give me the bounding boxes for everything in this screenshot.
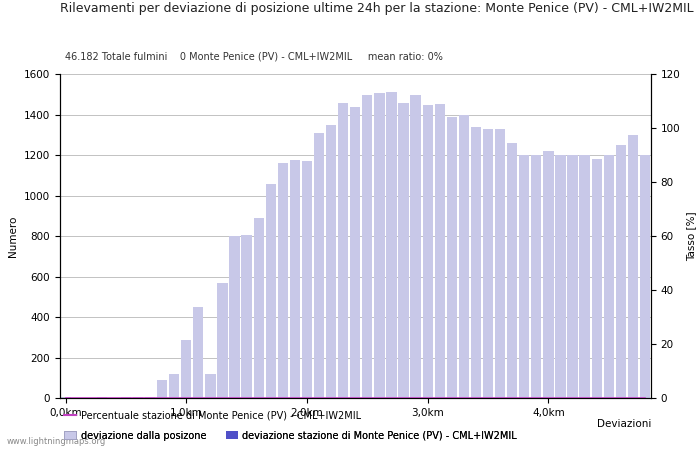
Bar — [495, 129, 505, 398]
Bar — [507, 143, 517, 398]
Bar — [302, 161, 312, 398]
Bar — [374, 94, 384, 398]
Bar — [97, 397, 107, 398]
Bar — [519, 155, 529, 398]
Bar — [531, 155, 542, 398]
Bar — [435, 104, 445, 398]
Bar — [483, 129, 493, 398]
Legend: Percentuale stazione di Monte Penice (PV) - CML+IW2MIL: Percentuale stazione di Monte Penice (PV… — [64, 410, 361, 420]
Bar — [640, 155, 650, 398]
Bar — [386, 92, 397, 398]
Bar — [290, 160, 300, 398]
Bar — [616, 145, 626, 398]
Text: www.lightningmaps.org: www.lightningmaps.org — [7, 436, 106, 446]
Bar — [471, 127, 481, 398]
Bar — [603, 155, 614, 398]
Legend: deviazione dalla posizone, deviazione stazione di Monte Penice (PV) - CML+IW2MIL: deviazione dalla posizone, deviazione st… — [64, 431, 517, 441]
Bar — [350, 107, 360, 398]
Bar — [205, 374, 216, 398]
Bar — [314, 133, 324, 398]
Bar — [60, 397, 71, 398]
Bar — [157, 380, 167, 398]
Bar — [592, 159, 602, 398]
Bar — [458, 115, 469, 398]
Bar — [133, 397, 143, 398]
Bar — [169, 374, 179, 398]
Bar — [181, 339, 191, 398]
Y-axis label: Numero: Numero — [8, 216, 18, 257]
Bar — [568, 155, 578, 398]
Bar — [121, 397, 131, 398]
Bar — [145, 397, 155, 398]
Bar — [265, 184, 276, 398]
Text: Deviazioni: Deviazioni — [596, 419, 651, 429]
Y-axis label: Tasso [%]: Tasso [%] — [686, 212, 696, 261]
Bar — [253, 218, 264, 398]
Bar — [217, 283, 228, 398]
Bar — [230, 236, 239, 398]
Bar — [362, 94, 372, 398]
Bar — [423, 105, 433, 398]
Bar — [193, 307, 204, 398]
Bar — [326, 125, 336, 398]
Bar — [410, 94, 421, 398]
Bar — [241, 235, 252, 398]
Bar — [398, 103, 409, 398]
Bar — [628, 135, 638, 398]
Text: Rilevamenti per deviazione di posizione ultime 24h per la stazione: Monte Penice: Rilevamenti per deviazione di posizione … — [60, 2, 693, 15]
Text: 46.182 Totale fulmini    0 Monte Penice (PV) - CML+IW2MIL     mean ratio: 0%: 46.182 Totale fulmini 0 Monte Penice (PV… — [65, 51, 443, 61]
Bar — [543, 151, 554, 398]
Bar — [580, 155, 589, 398]
Bar — [447, 117, 457, 398]
Bar — [338, 103, 349, 398]
Bar — [555, 155, 566, 398]
Bar — [278, 163, 288, 398]
